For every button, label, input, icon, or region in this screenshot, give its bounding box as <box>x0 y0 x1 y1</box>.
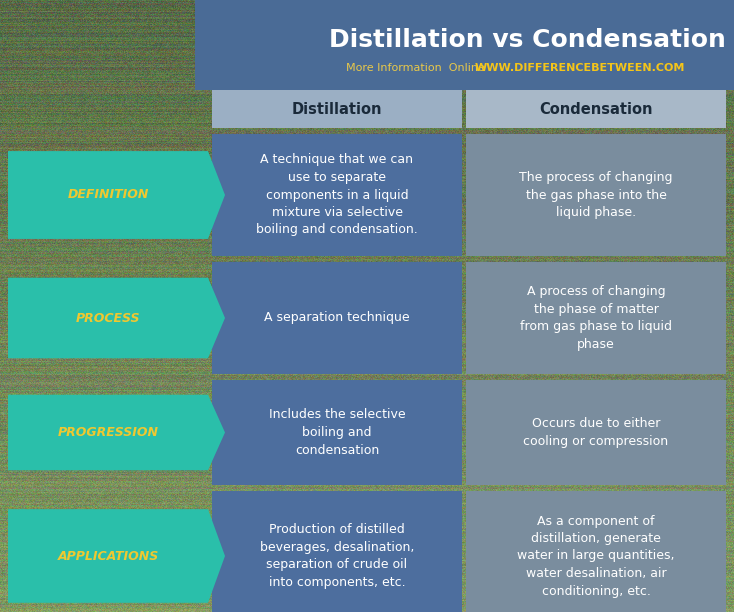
Bar <box>195 0 734 90</box>
Text: PROGRESSION: PROGRESSION <box>57 426 159 439</box>
Bar <box>212 262 462 374</box>
Bar <box>466 90 726 128</box>
Text: Distillation: Distillation <box>291 102 382 116</box>
Polygon shape <box>8 395 225 470</box>
Bar <box>212 491 462 612</box>
Polygon shape <box>8 509 225 603</box>
Text: A separation technique: A separation technique <box>264 312 410 324</box>
Text: DEFINITION: DEFINITION <box>68 188 149 201</box>
Text: Production of distilled
beverages, desalination,
separation of crude oil
into co: Production of distilled beverages, desal… <box>260 523 414 589</box>
Bar <box>212 134 462 256</box>
Polygon shape <box>8 151 225 239</box>
Text: Condensation: Condensation <box>539 102 653 116</box>
Bar <box>466 134 726 256</box>
Text: Occurs due to either
cooling or compression: Occurs due to either cooling or compress… <box>523 417 669 448</box>
Text: WWW.DIFFERENCEBETWEEN.COM: WWW.DIFFERENCEBETWEEN.COM <box>475 63 685 73</box>
Text: A technique that we can
use to separate
components in a liquid
mixture via selec: A technique that we can use to separate … <box>256 154 418 236</box>
Text: Distillation vs Condensation: Distillation vs Condensation <box>329 28 726 52</box>
Bar <box>466 380 726 485</box>
Text: The process of changing
the gas phase into the
liquid phase.: The process of changing the gas phase in… <box>519 171 673 219</box>
Bar <box>466 262 726 374</box>
Text: A process of changing
the phase of matter
from gas phase to liquid
phase: A process of changing the phase of matte… <box>520 285 672 351</box>
Text: APPLICATIONS: APPLICATIONS <box>57 550 159 562</box>
Bar <box>212 380 462 485</box>
Text: As a component of
distillation, generate
water in large quantities,
water desali: As a component of distillation, generate… <box>517 515 675 597</box>
Text: Includes the selective
boiling and
condensation: Includes the selective boiling and conde… <box>269 408 405 457</box>
Bar <box>466 491 726 612</box>
Bar <box>212 90 462 128</box>
Text: More Information  Online: More Information Online <box>346 63 484 73</box>
Text: PROCESS: PROCESS <box>76 312 140 324</box>
Polygon shape <box>8 278 225 358</box>
